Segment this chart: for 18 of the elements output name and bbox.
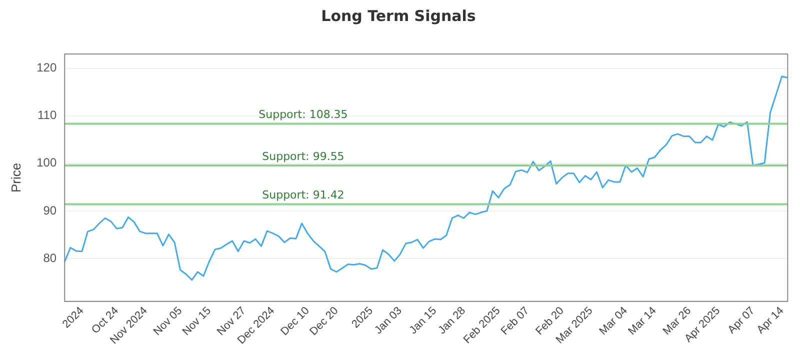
ref-line-label: Support: 91.42 (262, 188, 344, 202)
x-tick-label: Feb 07 (498, 304, 532, 338)
x-tick-label: Jan 03 (372, 304, 404, 337)
x-tick-label: Apr 07 (726, 304, 758, 336)
x-tick-label: Jan 15 (407, 304, 440, 337)
x-tick-label: Dec 20 (308, 304, 341, 338)
y-tick-label: 110 (37, 108, 57, 122)
x-tick-label: Apr 14 (754, 304, 786, 336)
y-tick-label: 90 (43, 203, 57, 218)
y-axis-title: Price (8, 162, 24, 192)
ref-line-label: Support: 108.35 (258, 108, 348, 122)
y-tick-label: 120 (36, 60, 57, 75)
ref-line-label: Support: 99.55 (262, 150, 344, 163)
x-tick-label: Nov 15 (180, 304, 214, 338)
x-tick-label: Mar 14 (626, 304, 659, 338)
y-tick-label: 100 (36, 156, 57, 170)
y-tick-label: 80 (43, 250, 57, 265)
chart-title: Long Term Signals (321, 6, 476, 25)
